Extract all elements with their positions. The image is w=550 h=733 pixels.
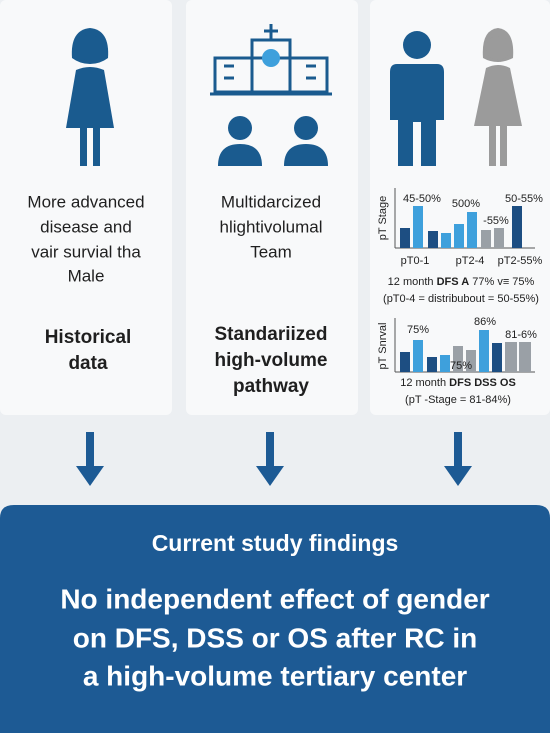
- axis-label: pT Snrval: [377, 323, 389, 370]
- panel-heading: Historical: [45, 327, 132, 348]
- panel-text: Multidarcized: [221, 192, 321, 211]
- summary-bold: DFS DSS OS: [449, 377, 516, 389]
- summary-bold: DFS A: [437, 276, 470, 288]
- bar-label: 45-50%: [403, 193, 441, 205]
- panel-text: More advanced: [27, 192, 144, 211]
- bar-label: 86%: [474, 316, 496, 328]
- bar-label: -55%: [483, 215, 509, 227]
- category-label: pT2-55%: [498, 255, 543, 267]
- panel-heading: pathway: [233, 376, 309, 397]
- panel-heading: data: [68, 353, 108, 374]
- panel-text: hlightivolumal: [220, 217, 323, 236]
- findings-body: on DFS, DSS or OS after RC in: [73, 622, 477, 653]
- bar-label: 81-6%: [505, 329, 537, 341]
- summary-prefix: 12 month: [400, 377, 446, 389]
- summary-prefix: 12 month: [388, 276, 434, 288]
- arrow: [76, 432, 472, 486]
- bar-label: 50-55%: [505, 193, 543, 205]
- bar-label: 500%: [452, 198, 480, 210]
- findings-box: [0, 505, 550, 733]
- mini-chart: [394, 188, 535, 249]
- panel-heading: Standariized: [215, 324, 328, 345]
- team-icon: [218, 116, 328, 166]
- summary-suffix: 77% v≡ 75%: [472, 276, 534, 288]
- woman-icon: [474, 28, 522, 166]
- findings-title: Current study findings: [152, 530, 399, 556]
- summary: 12 month DFS A 77% v≡ 75%: [388, 276, 535, 288]
- bar-label: 75%: [450, 360, 472, 372]
- panel-text: Team: [250, 242, 292, 261]
- panel-text: disease and: [40, 217, 132, 236]
- note: (pT0-4 = distribubout = 50-55%): [383, 293, 539, 305]
- note: (pT -Stage = 81-84%): [405, 394, 511, 406]
- hospital-cross: [262, 49, 280, 67]
- mini-chart: [394, 318, 535, 373]
- category-label: pT2-4: [456, 255, 485, 267]
- panel: [186, 0, 358, 415]
- summary: 12 month DFS DSS OS: [400, 377, 516, 389]
- findings-body: a high-volume tertiary center: [83, 660, 467, 691]
- panel-heading: high-volume: [215, 350, 328, 371]
- category-label: pT0-1: [401, 255, 430, 267]
- panel: [0, 0, 172, 415]
- woman-icon: [66, 28, 114, 166]
- man-icon: [390, 31, 444, 166]
- axis-label: pT Stage: [377, 196, 389, 240]
- panel-text: vair survial tha: [31, 242, 141, 261]
- panel-text: Male: [68, 266, 105, 285]
- findings-body: No independent effect of gender: [60, 583, 489, 614]
- bar-label: 75%: [407, 324, 429, 336]
